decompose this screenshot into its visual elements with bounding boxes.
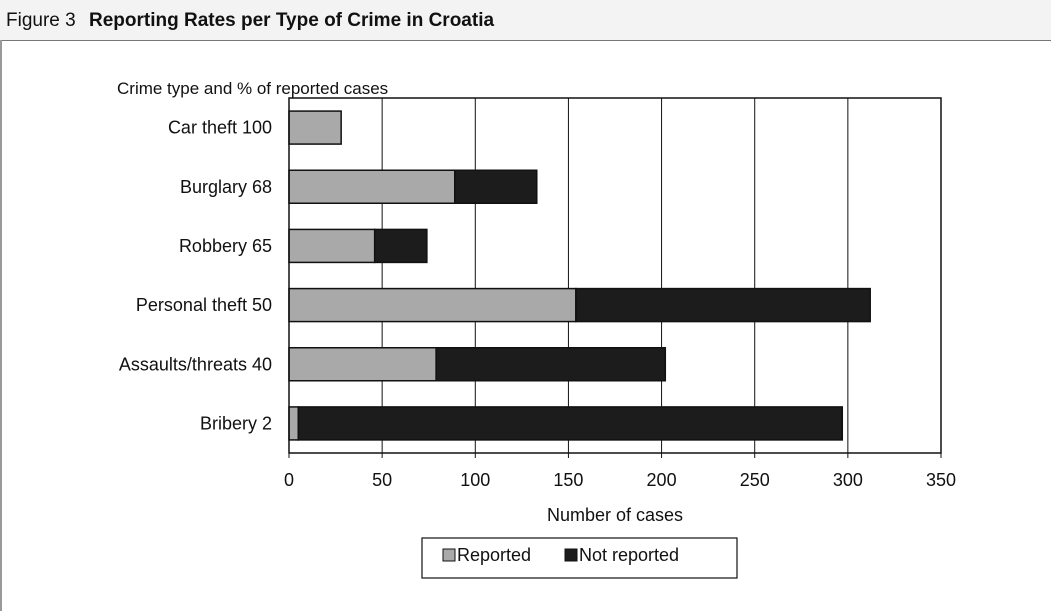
legend-label: Not reported <box>579 545 679 565</box>
figure-title: Reporting Rates per Type of Crime in Cro… <box>88 10 495 31</box>
category-axis-title: Crime type and % of reported cases <box>117 79 388 98</box>
x-tick-label: 300 <box>833 470 863 490</box>
legend-swatch-not-reported <box>564 548 578 562</box>
bar-reported <box>288 228 376 264</box>
x-tick-label: 350 <box>926 470 956 490</box>
category-label: Assaults/threats 40 <box>119 354 272 374</box>
figure-header: Figure 3 Reporting Rates per Type of Cri… <box>0 0 1051 41</box>
x-tick-label: 150 <box>553 470 583 490</box>
category-label: Robbery 65 <box>179 236 272 256</box>
x-tick-label: 250 <box>740 470 770 490</box>
bar-not-reported <box>435 347 667 382</box>
bar-reported <box>288 287 577 323</box>
bar-reported <box>288 347 437 382</box>
legend-swatch-reported <box>442 548 456 562</box>
plot-area-border <box>288 97 942 454</box>
grid-layer <box>381 98 849 453</box>
bar-reported <box>288 406 300 441</box>
bars-layer <box>288 110 871 441</box>
category-label: Personal theft 50 <box>136 295 272 315</box>
legend-box <box>421 537 738 579</box>
legend: Reported Not reported <box>421 537 738 579</box>
bar-not-reported <box>373 228 428 264</box>
bar-not-reported <box>297 406 844 441</box>
figure-label: Figure 3 <box>6 10 76 31</box>
category-label: Bribery 2 <box>200 413 272 433</box>
frame-left-rule <box>0 40 2 611</box>
figure-caption: Figure 3 Reporting Rates per Type of Cri… <box>6 10 494 32</box>
axis-layer: 0 50 100 150 200 250 300 350 Car theft 100 Burgla… <box>119 118 956 490</box>
x-tick-label: 50 <box>372 470 392 490</box>
bar-not-reported <box>575 287 871 323</box>
x-tick-label: 200 <box>647 470 677 490</box>
legend-label: Reported <box>457 545 531 565</box>
bar-reported <box>288 110 342 145</box>
x-tick-label: 100 <box>460 470 490 490</box>
x-tick-label: 0 <box>284 470 294 490</box>
bar-not-reported <box>454 169 538 204</box>
category-label: Burglary 68 <box>180 177 272 197</box>
bar-reported <box>288 169 456 204</box>
x-axis-title: Number of cases <box>547 505 683 525</box>
category-label: Car theft 100 <box>168 118 272 138</box>
